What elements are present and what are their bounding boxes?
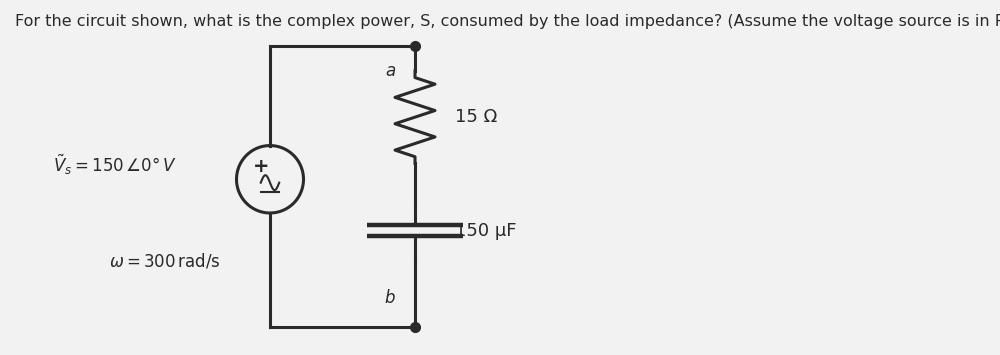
Text: b: b [385,289,395,307]
Text: $\tilde{V}_s = 150\,\angle 0°\,V$: $\tilde{V}_s = 150\,\angle 0°\,V$ [53,153,177,177]
Text: For the circuit shown, what is the complex power, S, consumed by the load impeda: For the circuit shown, what is the compl… [15,14,1000,29]
Text: +: + [253,157,270,176]
Text: 15 Ω: 15 Ω [455,108,497,126]
Text: a: a [385,62,395,80]
Text: 150 μF: 150 μF [455,222,516,240]
Text: $\omega = 300\,\mathrm{rad/s}$: $\omega = 300\,\mathrm{rad/s}$ [109,251,221,271]
